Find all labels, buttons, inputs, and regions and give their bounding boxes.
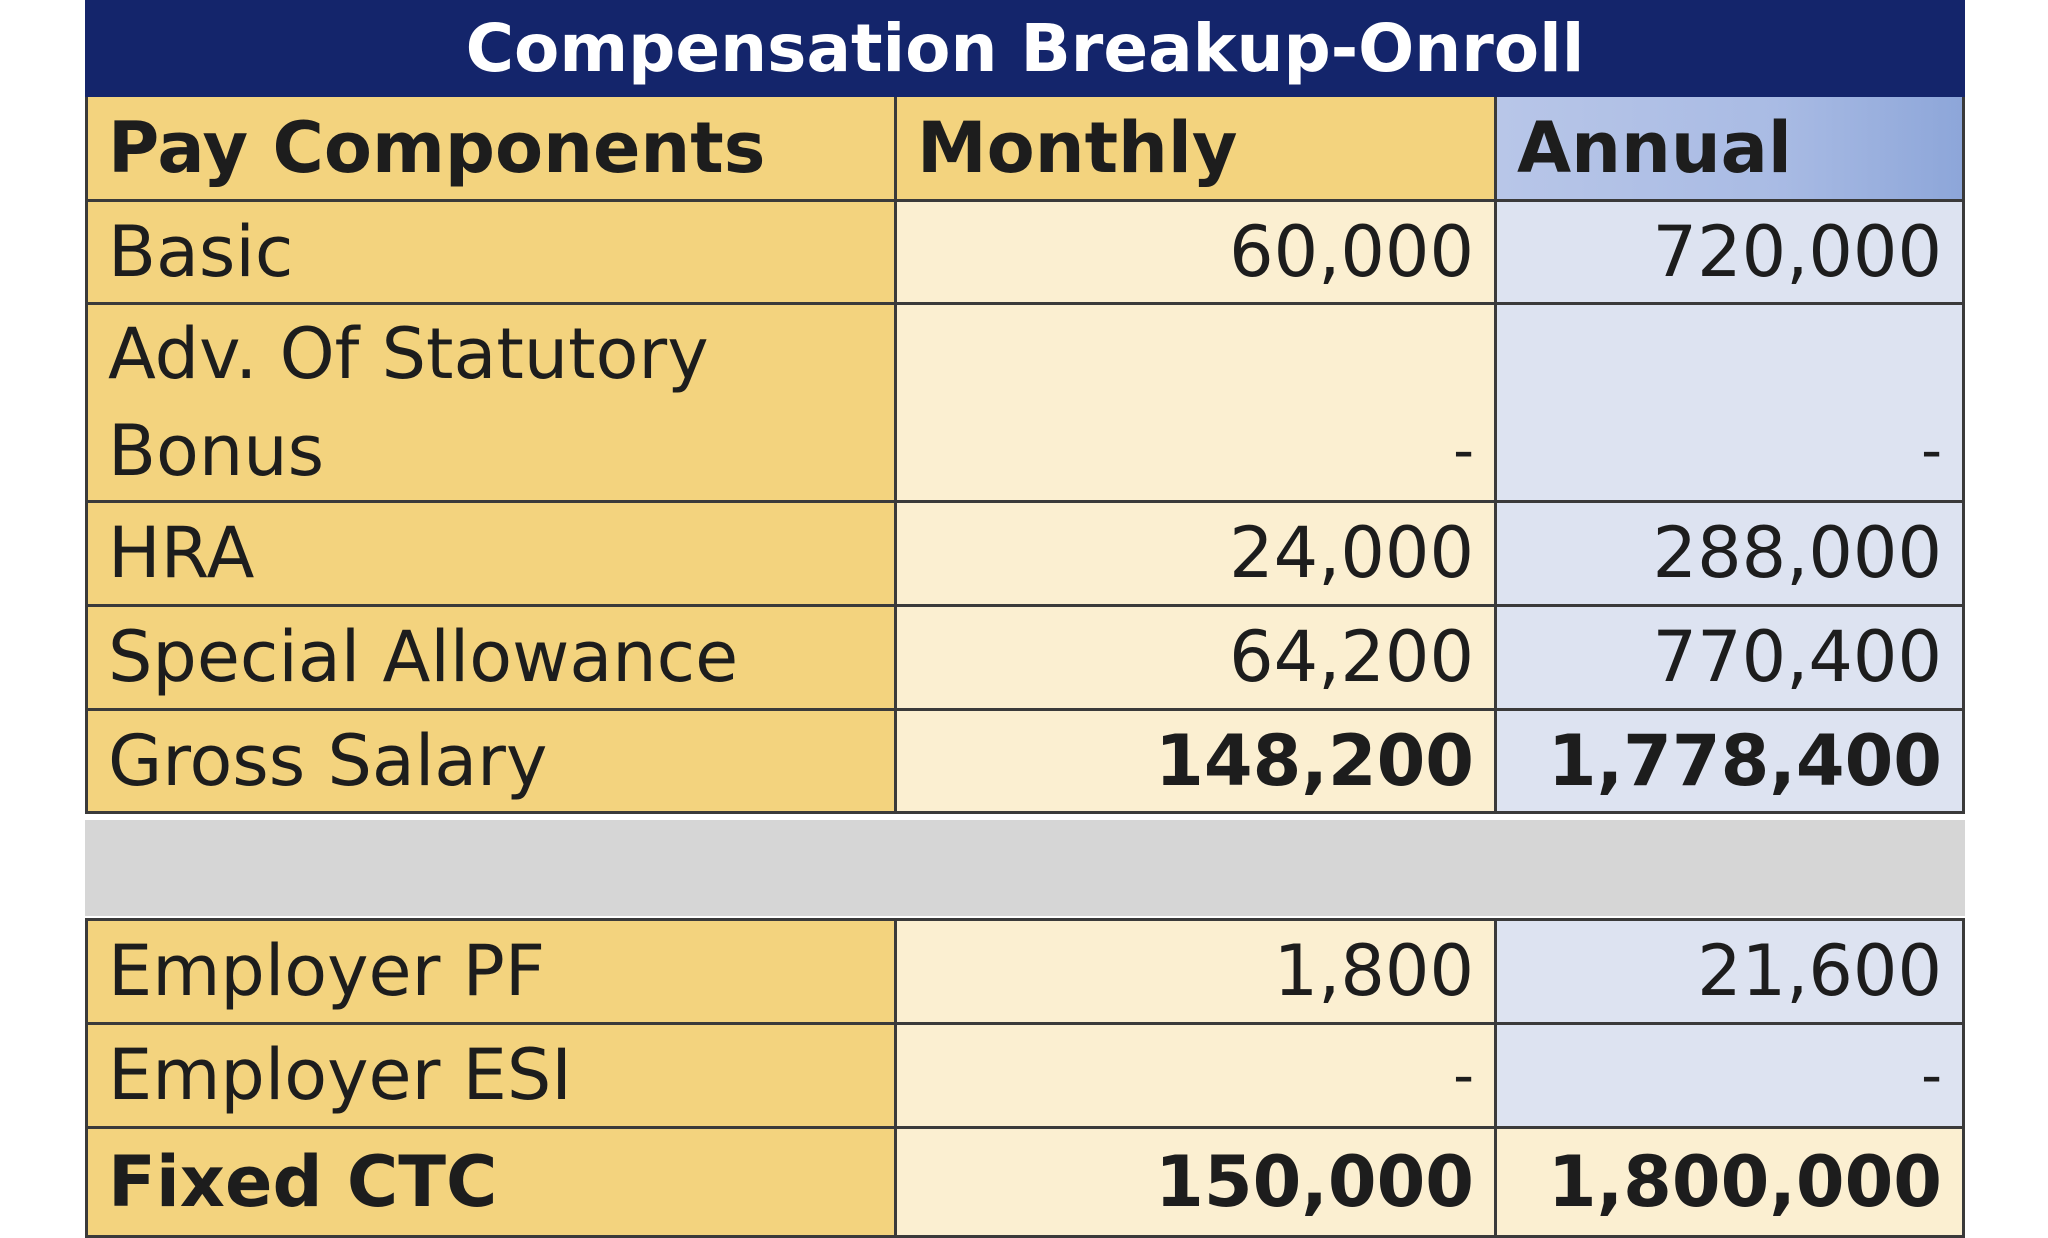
row-label-employer-esi: Employer ESI bbox=[85, 1025, 897, 1129]
header-pay-components: Pay Components bbox=[85, 97, 897, 202]
row-annual-special-allowance: 770,400 bbox=[1497, 607, 1965, 711]
header-annual: Annual bbox=[1497, 97, 1965, 202]
row-monthly-special-allowance: 64,200 bbox=[897, 607, 1497, 711]
header-monthly: Monthly bbox=[897, 97, 1497, 202]
row-label-statutory-bonus: Adv. Of Statutory Bonus bbox=[85, 305, 897, 503]
row-label-fixed-ctc: Fixed CTC bbox=[85, 1129, 897, 1238]
row-monthly-employer-pf: 1,800 bbox=[897, 921, 1497, 1025]
row-monthly-statutory-bonus: - bbox=[897, 305, 1497, 503]
row-annual-fixed-ctc: 1,800,000 bbox=[1497, 1129, 1965, 1238]
table-title: Compensation Breakup-Onroll bbox=[85, 0, 1965, 97]
row-label-statutory-bonus-line2: Bonus bbox=[108, 409, 325, 492]
row-monthly-hra: 24,000 bbox=[897, 503, 1497, 607]
row-label-hra: HRA bbox=[85, 503, 897, 607]
pay-components-section: Pay Components Monthly Annual Basic 60,0… bbox=[85, 97, 1965, 814]
compensation-table: Compensation Breakup-Onroll Pay Componen… bbox=[85, 0, 1965, 1238]
row-label-statutory-bonus-line1: Adv. Of Statutory bbox=[108, 312, 709, 395]
row-monthly-employer-esi: - bbox=[897, 1025, 1497, 1129]
row-label-basic: Basic bbox=[85, 202, 897, 305]
row-annual-employer-pf: 21,600 bbox=[1497, 921, 1965, 1025]
row-monthly-fixed-ctc: 150,000 bbox=[897, 1129, 1497, 1238]
row-annual-gross-salary: 1,778,400 bbox=[1497, 711, 1965, 814]
row-monthly-gross-salary: 148,200 bbox=[897, 711, 1497, 814]
row-annual-hra: 288,000 bbox=[1497, 503, 1965, 607]
row-label-employer-pf: Employer PF bbox=[85, 921, 897, 1025]
row-label-gross-salary: Gross Salary bbox=[85, 711, 897, 814]
employer-contributions-section: Employer PF 1,800 21,600 Employer ESI - … bbox=[85, 918, 1965, 1238]
section-divider bbox=[85, 820, 1965, 916]
row-monthly-basic: 60,000 bbox=[897, 202, 1497, 305]
row-annual-employer-esi: - bbox=[1497, 1025, 1965, 1129]
row-annual-statutory-bonus: - bbox=[1497, 305, 1965, 503]
row-label-special-allowance: Special Allowance bbox=[85, 607, 897, 711]
row-annual-basic: 720,000 bbox=[1497, 202, 1965, 305]
